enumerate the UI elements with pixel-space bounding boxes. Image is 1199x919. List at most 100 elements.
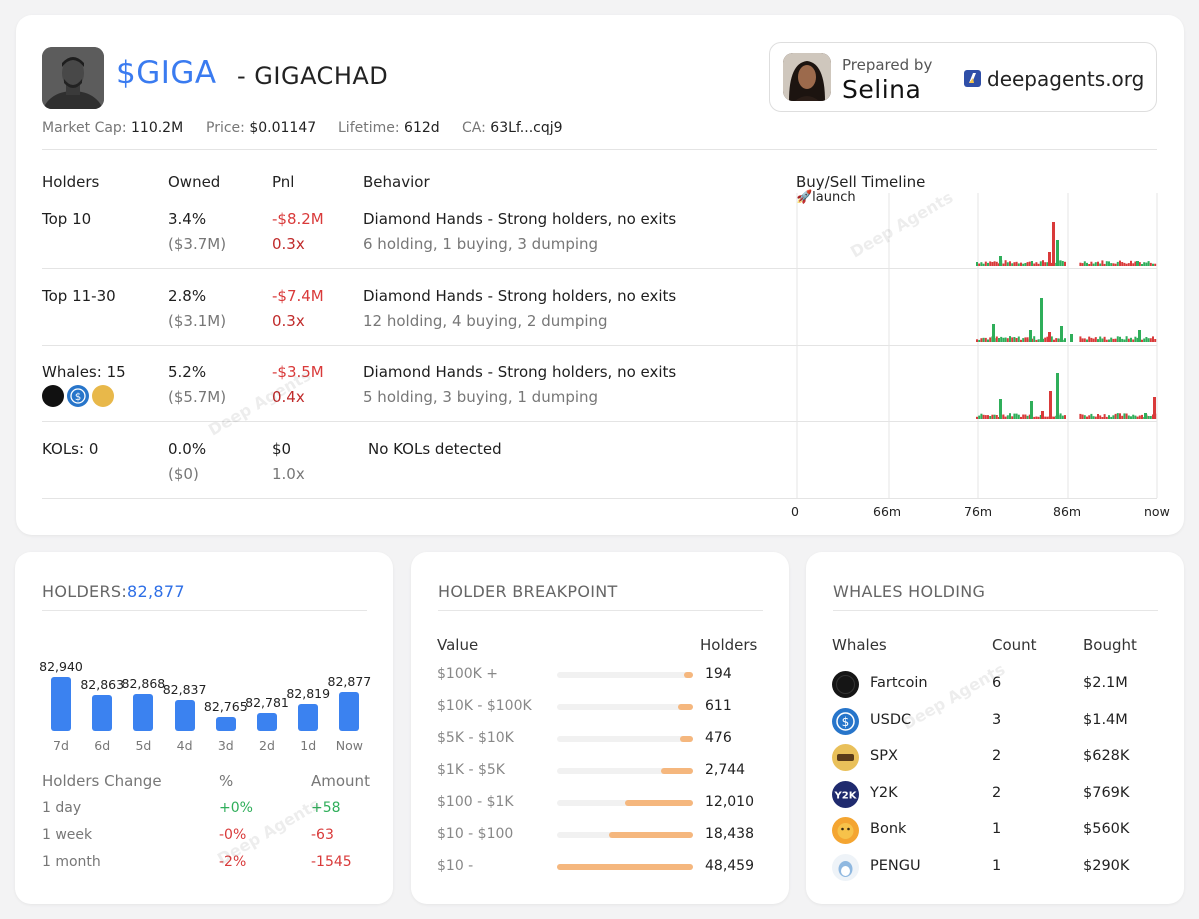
change-header-amount: Amount: [311, 772, 370, 790]
trade-tick: [1079, 413, 1082, 419]
trade-tick: [1116, 261, 1119, 266]
whales-header-name: Whales: [832, 636, 887, 654]
whale-bought: $1.4M: [1083, 711, 1128, 728]
row-pnl: -$7.4M: [272, 287, 324, 305]
trade-spike: [1029, 330, 1032, 342]
trade-tick: [1011, 263, 1014, 266]
trade-tick: [1009, 336, 1011, 342]
trade-tick: [1101, 338, 1104, 342]
col-header-behavior: Behavior: [363, 173, 430, 191]
svg-text:$: $: [75, 392, 81, 403]
spx-icon: [92, 385, 115, 407]
trade-tick: [1024, 263, 1027, 266]
trade-tick: [1083, 415, 1086, 419]
trade-tick: [1114, 338, 1117, 342]
trade-tick: [993, 414, 996, 419]
trade-tick: [995, 415, 998, 419]
brand-text[interactable]: deepagents.org: [987, 67, 1145, 91]
trade-spike: [1136, 261, 1139, 266]
trade-tick: [1130, 416, 1132, 419]
breakpoint-bar-track: [557, 800, 693, 806]
trade-tick: [1035, 416, 1038, 419]
lifetime: Lifetime: 612d: [338, 120, 440, 136]
trade-tick: [1009, 261, 1011, 266]
trade-tick: [1079, 336, 1082, 342]
trade-tick: [1033, 416, 1036, 419]
pengu-icon: [832, 854, 859, 881]
trade-tick: [1119, 260, 1121, 266]
holders-bar-category: 2d: [259, 738, 275, 753]
holders-count: 82,877: [127, 582, 185, 601]
trade-tick: [1044, 416, 1047, 419]
spx-icon: [832, 744, 859, 772]
trade-tick: [1050, 336, 1053, 342]
breakpoint-bar-track: [557, 864, 693, 870]
trade-spike: [1070, 334, 1073, 342]
trade-tick: [1057, 338, 1060, 342]
whale-coin-icons: $: [42, 385, 115, 407]
trade-tick: [1090, 337, 1093, 342]
trade-spike: [1049, 391, 1052, 419]
preparer-name: Selina: [842, 75, 922, 104]
trade-tick: [1024, 337, 1027, 342]
row-pnl-multiple: 1.0x: [272, 465, 305, 483]
row-pnl: -$8.2M: [272, 210, 324, 228]
row-holder: Top 11-30: [42, 287, 116, 305]
prepared-by-label: Prepared by: [842, 56, 933, 74]
whale-name: Fartcoin: [870, 675, 928, 691]
deepagents-logo-icon: [964, 70, 981, 87]
trade-tick: [1000, 336, 1003, 342]
trade-tick: [1136, 416, 1139, 419]
trade-tick: [989, 416, 992, 419]
row-behavior: No KOLs detected: [368, 440, 502, 458]
change-period: 1 day: [42, 800, 82, 816]
ca-value[interactable]: 63Lf...cqj9: [490, 120, 563, 136]
trade-tick: [1006, 262, 1009, 266]
trade-tick: [1094, 262, 1097, 266]
trade-tick: [1132, 263, 1135, 266]
holders-bar-value: 82,940: [39, 659, 83, 675]
trade-spike: [1048, 252, 1051, 266]
holders-bar: [298, 704, 319, 731]
trade-tick: [1121, 338, 1124, 342]
trade-tick: [1011, 337, 1014, 342]
breakpoint-bar-track: [557, 672, 693, 678]
row-owned-usd: ($3.1M): [168, 312, 227, 330]
trade-tick: [987, 415, 989, 419]
trade-tick: [987, 262, 989, 266]
contract-address[interactable]: CA: 63Lf...cqj9: [462, 120, 563, 136]
trade-tick: [1154, 339, 1157, 342]
row-pnl-multiple: 0.4x: [272, 388, 305, 406]
trade-tick: [1097, 339, 1099, 342]
breakpoint-count: 12,010: [705, 794, 754, 810]
row-behavior: Diamond Hands - Strong holders, no exits: [363, 363, 677, 381]
trade-tick: [1108, 415, 1110, 419]
trade-tick: [1147, 261, 1150, 266]
brand-link[interactable]: deepagents.org: [964, 67, 1144, 91]
trade-tick: [1108, 261, 1110, 266]
trade-tick: [995, 336, 998, 342]
trade-tick: [1020, 339, 1022, 342]
trade-tick: [1114, 263, 1117, 266]
trade-tick: [1035, 262, 1038, 266]
trade-tick: [1004, 337, 1007, 342]
trade-tick: [1011, 416, 1014, 419]
trade-tick: [1044, 337, 1047, 342]
trade-spike: [1052, 222, 1055, 266]
row-owned: 0.0%: [168, 440, 207, 458]
trade-tick: [1015, 261, 1018, 266]
holders-bar: [133, 693, 154, 731]
header-divider: [42, 149, 1157, 150]
trade-spike: [1056, 240, 1059, 266]
trade-tick: [1130, 337, 1132, 342]
holders-bar: [51, 677, 71, 731]
trade-tick: [1149, 338, 1152, 342]
whale-name: PENGU: [870, 858, 921, 874]
row-holder: Top 10: [42, 210, 92, 228]
trade-spike: [1041, 411, 1044, 419]
whale-bought: $2.1M: [1083, 675, 1128, 691]
trade-tick: [1138, 262, 1141, 266]
change-period: 1 month: [42, 854, 101, 870]
trade-tick: [1125, 263, 1128, 266]
trade-tick: [1099, 263, 1102, 266]
